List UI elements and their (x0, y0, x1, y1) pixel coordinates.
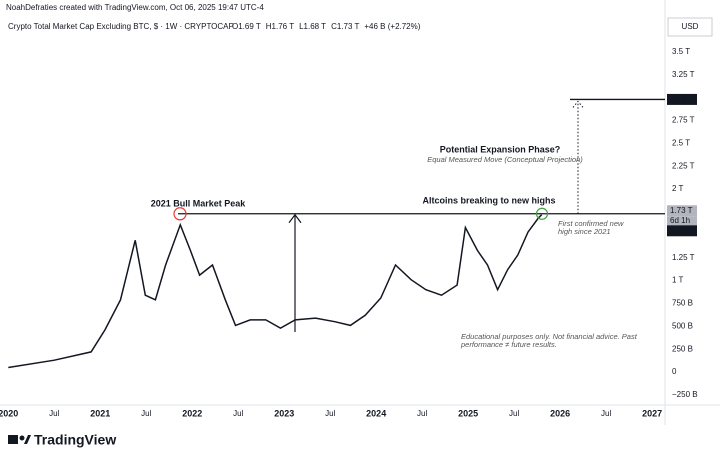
target-tag (667, 93, 697, 105)
x-tick-label: Jul (601, 409, 611, 418)
arrow-head (288, 213, 302, 224)
y-tick-label: 2.75 T (672, 116, 695, 125)
ohlc: O1.69 T H1.76 T L1.68 T C1.73 T +46 B (+2.72… (232, 22, 421, 31)
target-tag-label: 2.98 T (670, 95, 693, 104)
current-tag (667, 205, 697, 217)
previous-tag (667, 225, 697, 237)
x-tick-label: Jul (49, 409, 59, 418)
price-line (8, 214, 543, 369)
x-tick-label: Jul (325, 409, 335, 418)
y-tick-label: 0 (672, 367, 677, 376)
currency[interactable]: USD (682, 22, 699, 31)
y-tick-label: −250 B (672, 390, 698, 399)
countdown: 6d 1h (670, 216, 690, 225)
ohlc-value: C1.73 T (331, 22, 359, 31)
annotation: Equal Measured Move (Conceptual Projecti… (427, 155, 583, 164)
x-tick-label: 2025 (458, 408, 478, 418)
chart-title: Crypto Total Market Cap Excluding BTC, $… (8, 22, 234, 31)
y-tick-label: 2 T (672, 184, 684, 193)
ohlc-value: O1.69 T (232, 22, 261, 31)
countdown-bg (667, 216, 697, 226)
y-tick-label: 2.25 T (672, 161, 695, 170)
ohlc-value: +46 B (+2.72%) (364, 22, 420, 31)
y-tick-label: 3.5 T (672, 47, 690, 56)
annotation: First confirmed new (558, 219, 624, 228)
x-tick-label: Jul (233, 409, 243, 418)
arrow-head (572, 100, 584, 108)
y-tick-label: 750 B (672, 299, 693, 308)
currency-box[interactable] (667, 17, 713, 37)
y-tick-label: 250 B (672, 344, 693, 353)
x-tick-label: 2023 (274, 408, 294, 418)
y-tick-label: 2.5 T (672, 138, 690, 147)
x-tick-label: 2022 (182, 408, 202, 418)
current-tag-label: 1.73 T (670, 206, 693, 215)
disclaimer: Educational purposes only. Not financial… (461, 332, 638, 341)
breakout-marker (535, 207, 549, 220)
annotation: Potential Expansion Phase? (440, 144, 561, 154)
y-tick-label: 3.25 T (672, 70, 695, 79)
y-tick-label: 1 T (672, 276, 684, 285)
annotation: Altcoins breaking to new highs (422, 195, 555, 205)
y-tick-label: 500 B (672, 321, 693, 330)
x-tick-label: Jul (141, 409, 151, 418)
x-tick-label: 2021 (90, 408, 110, 418)
x-tick-label: 2027 (642, 408, 662, 418)
annotation: high since 2021 (558, 227, 611, 236)
brand: TradingView (34, 432, 116, 448)
x-tick-label: 2026 (550, 408, 570, 418)
previous-tag-label: 1.71 T (670, 226, 693, 235)
credit: NoahDefraties created with TradingView.c… (6, 3, 264, 12)
disclaimer: performance ≠ future results. (460, 340, 557, 349)
y-tick-label: 1.25 T (672, 253, 695, 262)
x-tick-label: Jul (509, 409, 519, 418)
logo (8, 435, 31, 444)
annotation: 2021 Bull Market Peak (151, 198, 247, 208)
peak-marker (173, 207, 187, 221)
ohlc-value: H1.76 T (266, 22, 294, 31)
x-tick-label: 2024 (366, 408, 386, 418)
x-tick-label: Jul (417, 409, 427, 418)
x-tick-label: 2020 (0, 408, 18, 418)
ohlc-value: L1.68 T (299, 22, 326, 31)
